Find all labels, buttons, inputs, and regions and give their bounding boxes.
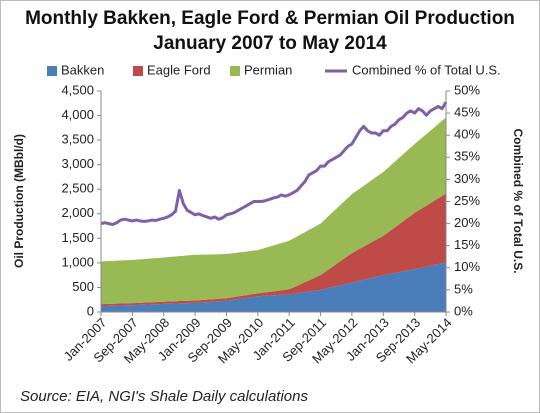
legend-swatch xyxy=(133,66,143,76)
y2-tick-label: 25% xyxy=(454,193,480,208)
y-tick-label: 4,500 xyxy=(61,82,94,97)
y-tick-label: 4,000 xyxy=(61,107,94,122)
chart-subtitle: January 2007 to May 2014 xyxy=(153,33,387,54)
y2-tick-label: 20% xyxy=(454,215,480,230)
y-tick-label: 3,500 xyxy=(61,132,94,147)
legend-label: Combined % of Total U.S. xyxy=(352,62,501,77)
legend-label: Bakken xyxy=(61,62,104,77)
y2-axis-title: Combined % of Total U.S. xyxy=(511,128,525,273)
y-tick-label: 0 xyxy=(87,303,94,318)
area xyxy=(101,117,446,305)
y-tick-label: 1,500 xyxy=(61,230,94,245)
area xyxy=(101,193,446,307)
y-axis-title: Oil Production (MBbl/d) xyxy=(12,134,26,268)
y-tick-label: 500 xyxy=(72,279,94,294)
y-tick-label: 2,000 xyxy=(61,205,94,220)
y2-tick-label: 5% xyxy=(454,281,473,296)
area xyxy=(101,262,446,312)
y2-tick-label: 30% xyxy=(454,171,480,186)
y2-tick-label: 10% xyxy=(454,259,480,274)
legend-swatch xyxy=(47,66,57,76)
source-note: Source: EIA, NGI's Shale Daily calculati… xyxy=(20,388,308,405)
y2-tick-label: 0% xyxy=(454,303,473,318)
legend-label: Permian xyxy=(244,62,292,77)
y2-tick-label: 15% xyxy=(454,237,480,252)
y2-tick-label: 40% xyxy=(454,127,480,142)
y-tick-label: 1,000 xyxy=(61,254,94,269)
y-tick-label: 2,500 xyxy=(61,181,94,196)
legend-label: Eagle Ford xyxy=(147,62,211,77)
y2-tick-label: 45% xyxy=(454,105,480,120)
y2-tick-label: 50% xyxy=(454,82,480,97)
chart-title: Monthly Bakken, Eagle Ford & Permian Oil… xyxy=(25,8,515,29)
legend-swatch xyxy=(230,66,240,76)
line xyxy=(100,101,448,226)
y2-tick-label: 35% xyxy=(454,149,480,164)
y-tick-label: 3,000 xyxy=(61,156,94,171)
